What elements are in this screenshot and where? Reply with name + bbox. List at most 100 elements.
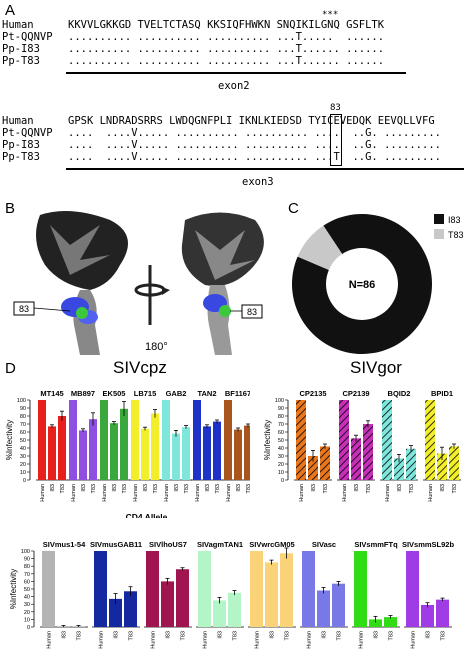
x-tick-label: I83 (397, 484, 403, 492)
x-tick-label: Human (299, 484, 305, 502)
y-tick-label: 50 (24, 587, 30, 593)
x-tick-label: I83 (205, 484, 211, 492)
panel-label-a: A (5, 2, 16, 19)
x-tick-label: Human (203, 631, 209, 649)
bar-hatch (363, 424, 373, 480)
y-tick-label: 60 (278, 430, 284, 436)
seq-human: KKVVLGKKGD TVELTCTASQ KKSIQFHWKN SNQIKIL… (68, 19, 385, 31)
bar (369, 619, 382, 627)
donut-center-label: N=86 (349, 279, 376, 291)
bar (48, 426, 56, 480)
rotation-label: 180° (145, 341, 168, 353)
y-tick-label: 10 (278, 470, 284, 476)
x-tick-label: T83 (184, 484, 190, 493)
chart-sivgor: 0 10 20 30 40 50 60 70 80 90 100 %Infectivity CP2135… (263, 389, 461, 502)
label-83-right: 83 (247, 307, 257, 317)
y-tick-label: 30 (24, 602, 30, 608)
seq-name-pt-qqnvp: Pt-QQNVP (2, 127, 53, 139)
y-tick-label: 100 (275, 398, 284, 404)
x-tick-label: T83 (452, 484, 458, 493)
bar (280, 553, 293, 627)
y-tick-label: 20 (278, 462, 284, 468)
strain-label: SIVsmmSL92b (402, 540, 455, 549)
bar-hatch (437, 453, 447, 480)
y-tick-label: 40 (20, 446, 26, 452)
legend-label-t83: T83 (448, 230, 464, 240)
seq-name-human: Human (2, 19, 34, 31)
bar (94, 551, 107, 627)
bar (151, 413, 159, 480)
x-tick-label: Human (255, 631, 261, 649)
x-tick-label: Human (195, 484, 201, 502)
x-axis-label: CD4 Allele (229, 659, 271, 661)
y-tick-label: 50 (20, 438, 26, 444)
x-tick-label: I83 (62, 631, 68, 639)
bar-hatch (296, 400, 306, 480)
bar (213, 421, 221, 480)
x-tick-label: I83 (166, 631, 172, 639)
bar (38, 400, 46, 480)
strain-label: SIVwrcGM05 (249, 540, 294, 549)
bar-hatch (449, 446, 459, 480)
x-tick-label: T83 (122, 484, 128, 493)
bar-hatch (425, 400, 435, 480)
y-axis-label: %Infectivity (263, 420, 272, 460)
x-tick-label: T83 (129, 631, 135, 640)
x-tick-label: I83 (270, 631, 276, 639)
bar (162, 400, 170, 480)
bar (141, 428, 149, 480)
x-tick-label: Human (71, 484, 77, 502)
y-axis-label: %Infectivity (9, 569, 18, 609)
y-tick-label: 60 (24, 579, 30, 585)
seq-pp-t83: .... ....V..... .......... .......... ..… (68, 151, 441, 163)
bar (110, 423, 118, 480)
x-tick-label: T83 (60, 484, 66, 493)
bar (172, 433, 180, 480)
exon3-bar (66, 168, 464, 170)
bar (193, 400, 201, 480)
y-tick-label: 100 (21, 549, 30, 555)
title-sivcpz: SIVcpz (113, 358, 167, 377)
seq-pt-qqnvp: .... ....V..... .......... .......... ..… (68, 127, 441, 139)
title-sivgor: SIVgor (350, 358, 402, 377)
x-tick-label: I83 (218, 631, 224, 639)
bar (213, 600, 226, 627)
bar (182, 427, 190, 480)
bar (100, 400, 108, 480)
legend-label-i83: I83 (448, 215, 461, 225)
x-tick-label: I83 (114, 631, 120, 639)
x-tick-label: Human (428, 484, 434, 502)
seq-name-pp-t83: Pp-T83 (2, 151, 40, 163)
y-tick-label: 90 (24, 557, 30, 563)
position-83-box (330, 114, 342, 166)
y-tick-label: 50 (278, 438, 284, 444)
bar-hatch (406, 448, 416, 480)
x-tick-label: T83 (233, 631, 239, 640)
strain-label: TAN2 (197, 389, 216, 398)
y-tick-label: 80 (20, 414, 26, 420)
x-tick-label: T83 (441, 631, 447, 640)
strain-label: GAB2 (166, 389, 187, 398)
bar (250, 551, 263, 627)
y-tick-label: 0 (23, 478, 26, 484)
y-tick-label: 40 (278, 446, 284, 452)
bar-hatch (394, 458, 404, 480)
bar (42, 551, 55, 627)
seq-name-pp-i83: Pp-I83 (2, 43, 40, 55)
bar (161, 581, 174, 627)
conservation-marker: *** (322, 10, 339, 20)
bar (234, 429, 242, 480)
strain-label: BPID1 (431, 389, 453, 398)
bar (228, 592, 241, 627)
strain-label: SIVagmTAN1 (197, 540, 243, 549)
x-tick-label: T83 (389, 631, 395, 640)
x-tick-label: Human (47, 631, 53, 649)
bar (203, 426, 211, 480)
y-tick-label: 0 (27, 625, 30, 631)
strain-label: BQID2 (388, 389, 411, 398)
y-tick-label: 20 (24, 610, 30, 616)
y-tick-label: 0 (281, 478, 284, 484)
x-tick-label: I83 (440, 484, 446, 492)
y-tick-label: 10 (24, 617, 30, 623)
x-tick-label: I83 (50, 484, 56, 492)
